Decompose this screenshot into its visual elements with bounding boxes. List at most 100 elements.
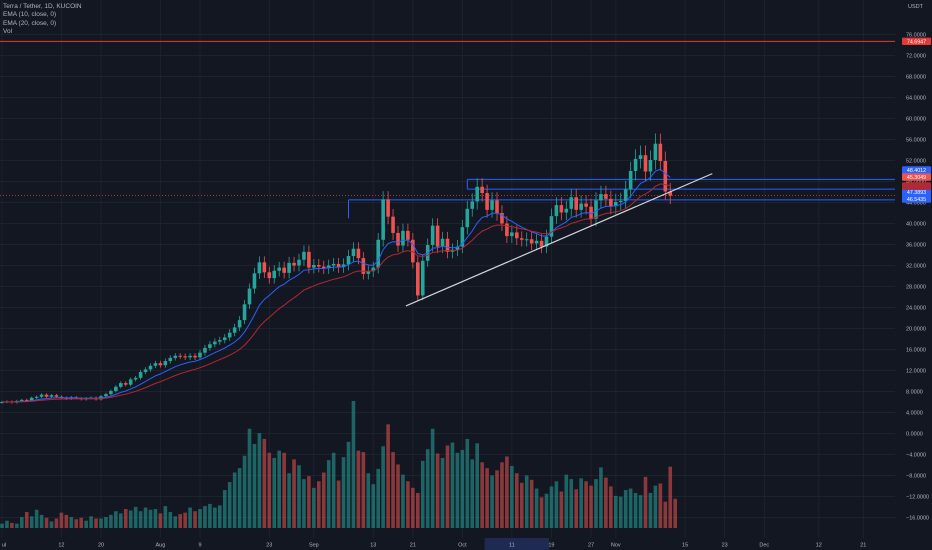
volume-bar [416,492,420,528]
candle-body [515,232,519,239]
volume-bar [574,489,578,528]
volume-bar [138,511,143,528]
price-tick-label: −16.0000 [906,516,929,522]
volume-bar [89,516,93,528]
candle-body [440,238,445,247]
candle-body [480,186,484,194]
current-price-label-box [902,173,931,181]
candle-body [20,399,24,401]
volume-bar [589,485,593,528]
candle-body [198,352,202,358]
time-axis[interactable]: ul 12 20 Aug 9 23 Sep 13 21 Oct 11 19 27 Nov 15 23 Dec 12… [0,538,932,550]
candle-body [574,197,578,210]
volume-bar [242,455,247,528]
volume-bar [114,511,118,528]
price-tick-label: −12.0000 [906,495,929,501]
price-axis[interactable]: 8 USDT76.000072.000068.000064.000060.000… [895,0,932,538]
volume-bar [539,497,544,528]
time-tick-label: 27 [588,543,594,549]
candle-body [544,236,549,247]
volume-bar [307,476,311,528]
ema10-legend[interactable]: EMA (10, close, 0) [3,11,57,19]
candle-body [262,262,267,273]
volume-bar [549,486,554,528]
trendline[interactable] [405,173,713,307]
zone-mid-price-label-box [902,188,931,196]
price-tick-label: 16.0000 [906,348,926,354]
volume-bar [500,462,504,528]
volume-bar [519,482,524,528]
candle-body [435,225,440,247]
time-tick-label: 21 [410,543,416,549]
volume-bar [29,516,34,528]
candle-body [54,395,59,397]
candle-body [500,213,504,224]
price-tick-label: 60.0000 [906,117,926,123]
candle-body [554,205,559,217]
candle-body [485,193,489,210]
volume-bar [282,452,286,528]
volume-bar [475,443,479,528]
candle-body [633,158,638,171]
candle-body [495,200,499,213]
volume-bar [564,474,569,528]
candle-body [346,256,351,265]
volume-bar [366,473,371,528]
candle-body [341,264,346,268]
volume-bar [104,517,108,528]
candle-body [361,258,366,274]
volume-bar [257,433,262,528]
time-tick-label: 15 [682,543,688,549]
candle-body [133,377,138,380]
volume-bar [505,456,509,528]
volume-bar [262,438,267,528]
price-tick-label: 32.0000 [906,264,926,270]
volume-bar [604,477,608,528]
volume-bar [599,467,603,528]
volume-bar [133,506,138,528]
candle-body [336,263,341,268]
candle-body [163,361,168,366]
candle-body [430,225,435,246]
candle-body [222,337,227,341]
candle-body [351,248,356,257]
candle-body [29,397,34,401]
volume-bar [69,517,74,528]
candle-body [178,355,182,357]
volume-bar [54,518,59,528]
currency-label: USDT [908,4,924,10]
time-tick-label: 21 [860,543,866,549]
volume-bar [648,492,653,528]
candle-body [604,194,608,199]
volume-bar [272,457,277,528]
volume-bar [559,491,564,528]
chart-legend: Terra / Tether, 1D, KUCOIN EMA (10, clos… [3,3,82,37]
symbol-title[interactable]: Terra / Tether, 1D, KUCOIN [3,3,82,10]
price-axis-background [895,0,932,538]
candle-body [366,271,371,274]
candle-body [287,262,291,273]
volume-bar [336,480,341,528]
price-tick-label: 0.0000 [906,432,923,438]
volume-bar [633,492,638,528]
resistance-price-label: 74.6947 [907,39,926,45]
candle-body [119,383,123,387]
candle-body [0,402,4,403]
candle-body [252,273,257,289]
candle-body [524,239,529,241]
candle-body [326,265,331,269]
time-tick-label: Sep [309,543,319,549]
volume-legend[interactable]: Vol [3,28,13,36]
volume-bar [445,445,450,528]
candle-body [618,200,623,202]
ascending-trendline [405,173,713,307]
time-tick-label: 12 [816,543,822,549]
volume-bar [663,501,668,528]
candle-body [455,246,460,250]
ema20-legend[interactable]: EMA (20, close, 0) [3,19,57,27]
volume-bar [381,446,385,528]
volume-bar [371,484,376,528]
volume-bar [208,503,212,528]
volume-bar [183,512,187,528]
